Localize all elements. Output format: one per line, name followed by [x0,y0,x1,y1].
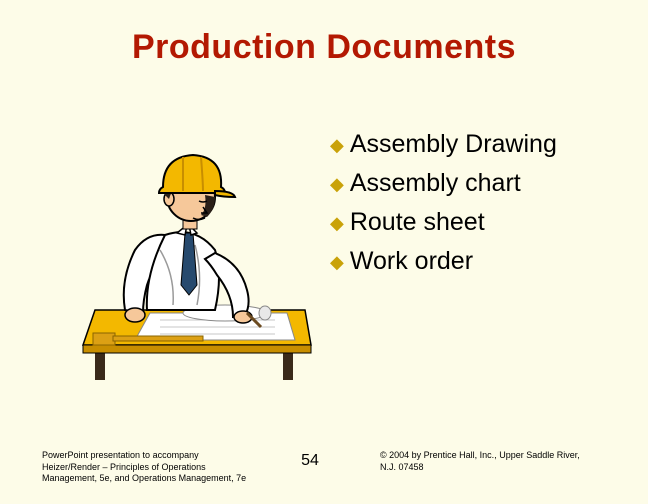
footer-right-line: © 2004 by Prentice Hall, Inc., Upper Sad… [380,450,648,461]
footer-left-line: PowerPoint presentation to accompany [42,450,270,461]
footer-left-line: Heizer/Render – Principles of Operations [42,462,270,473]
list-item: ◆ Work order [330,247,557,276]
list-item: ◆ Route sheet [330,208,557,237]
footer-right: © 2004 by Prentice Hall, Inc., Upper Sad… [350,450,648,473]
engineer-illustration [65,135,325,395]
page-number: 54 [270,450,350,470]
slide-title: Production Documents [0,0,648,67]
bullet-icon: ◆ [330,253,344,271]
list-item: ◆ Assembly chart [330,169,557,198]
bullet-icon: ◆ [330,136,344,154]
bullet-icon: ◆ [330,214,344,232]
bullet-icon: ◆ [330,175,344,193]
footer-left: PowerPoint presentation to accompany Hei… [0,450,270,484]
footer-left-line: Management, 5e, and Operations Managemen… [42,473,270,484]
bullet-text: Assembly Drawing [350,130,557,159]
bullet-text: Work order [350,247,473,276]
bullet-text: Assembly chart [350,169,521,198]
bullet-text: Route sheet [350,208,485,237]
footer-right-line: N.J. 07458 [380,462,648,473]
slide-footer: PowerPoint presentation to accompany Hei… [0,450,648,484]
list-item: ◆ Assembly Drawing [330,130,557,159]
bullet-list: ◆ Assembly Drawing ◆ Assembly chart ◆ Ro… [330,130,557,286]
